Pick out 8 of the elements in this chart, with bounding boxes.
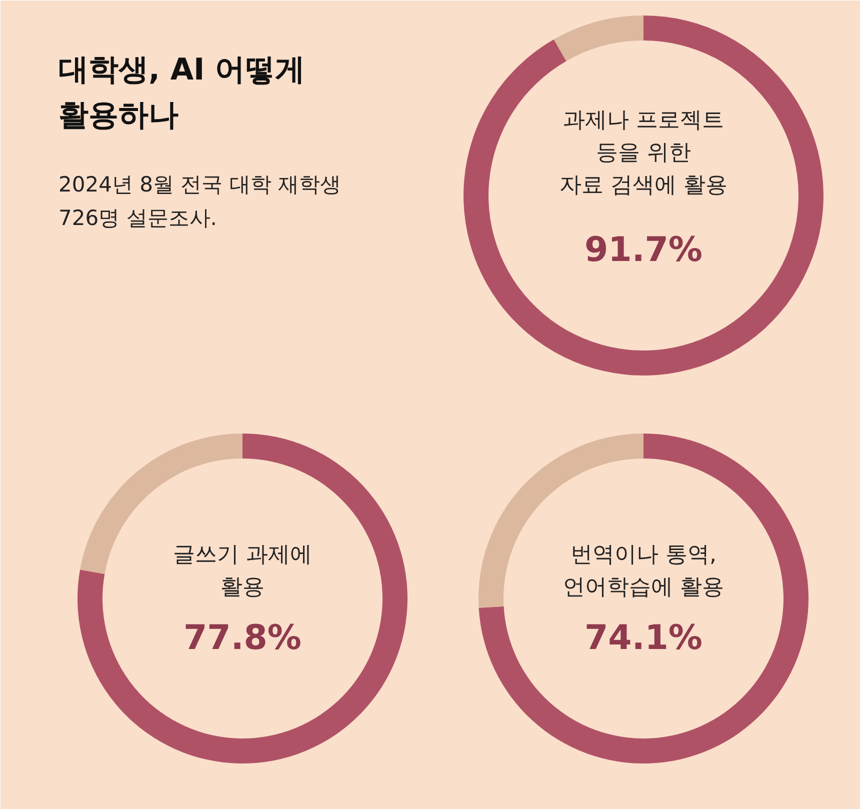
slice-label: 과제나 프로젝트 등을 위한 자료 검색에 활용 — [560, 108, 728, 198]
text: 2024년 8월 전국 대학 재학생 726명 설문조사. — [58, 172, 342, 230]
data-label: 91.7% — [584, 230, 702, 270]
data-label: 74.1% — [584, 618, 702, 658]
slice-label: 글쓰기 과제에 활용 — [173, 542, 312, 600]
slice-label: 번역이나 통역, 언어학습에 활용 — [563, 542, 724, 600]
text: 대학생, AI 어떻게 활용하나 — [58, 52, 306, 133]
data-label: 77.8% — [184, 618, 302, 658]
